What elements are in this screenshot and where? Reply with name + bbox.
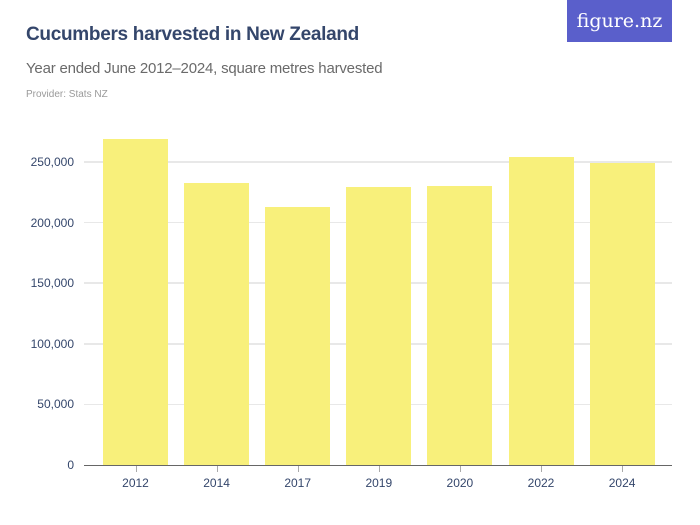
- figure-nz-logo[interactable]: figure.nz: [567, 0, 672, 42]
- bar-2020[interactable]: [427, 186, 493, 465]
- bar-2019[interactable]: [346, 187, 412, 465]
- x-tick: [622, 466, 624, 472]
- bar-2024[interactable]: [589, 162, 655, 465]
- x-tick: [459, 466, 461, 472]
- bar-2014[interactable]: [184, 183, 250, 465]
- y-tick-label: 50,000: [37, 397, 74, 412]
- x-tick-label: 2017: [284, 476, 312, 490]
- x-tick-label: 2020: [446, 476, 474, 490]
- bar-2012[interactable]: [103, 138, 168, 465]
- x-tick-label: 2024: [608, 476, 636, 490]
- bar-2022[interactable]: [508, 156, 574, 465]
- x-tick: [216, 466, 218, 472]
- x-tick: [297, 466, 299, 472]
- provider-label: Provider: Stats NZ: [26, 89, 108, 100]
- x-tick: [378, 466, 380, 472]
- y-tick-label: 0: [67, 458, 74, 472]
- y-tick-label: 200,000: [30, 215, 74, 230]
- y-tick-label: 150,000: [30, 276, 74, 291]
- x-axis-line: [84, 465, 672, 466]
- chart-title: Cucumbers harvested in New Zealand: [26, 24, 359, 45]
- x-tick-label: 2019: [365, 476, 393, 490]
- chart-subtitle: Year ended June 2012–2024, square metres…: [26, 60, 383, 77]
- gridline: [84, 161, 672, 163]
- x-tick: [135, 466, 137, 472]
- y-tick-label: 100,000: [30, 336, 74, 351]
- x-tick: [541, 466, 542, 472]
- y-tick-label: 250,000: [30, 155, 74, 169]
- x-tick-label: 2022: [527, 476, 555, 490]
- x-tick-label: 2012: [122, 476, 149, 490]
- x-tick-label: 2014: [203, 476, 230, 490]
- bar-2017[interactable]: [265, 206, 331, 465]
